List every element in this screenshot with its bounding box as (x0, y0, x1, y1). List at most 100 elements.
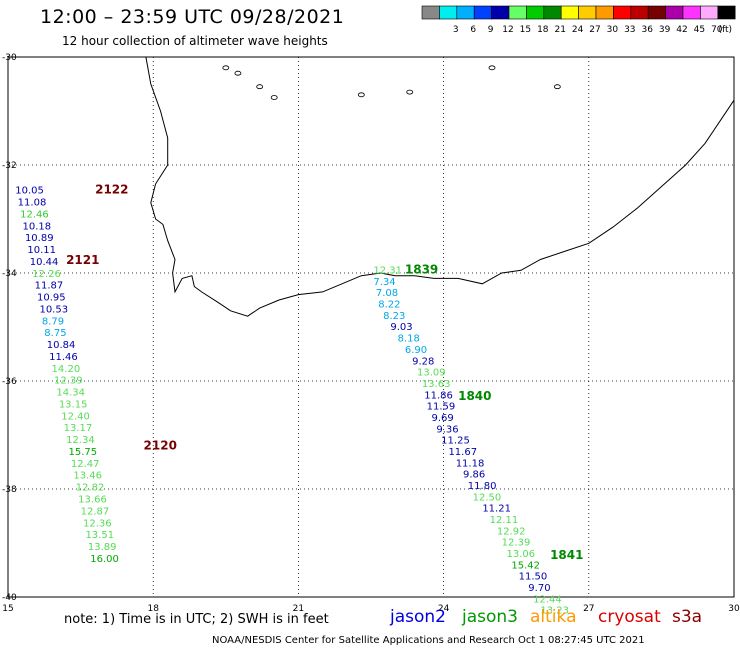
wave-height-reading: 7.34 (373, 277, 395, 288)
satellite-s3a: s3a (672, 607, 703, 627)
wave-height-reading: 8.22 (378, 300, 400, 311)
legend-tick-label: 21 (554, 25, 565, 35)
inland-water-outline (222, 65, 230, 71)
legend-tick-label: 6 (470, 25, 476, 35)
pass-number-label: 2120 (144, 439, 177, 453)
wave-height-reading: 14.20 (52, 364, 81, 375)
wave-height-reading: 12.46 (20, 209, 49, 220)
legend-tick-label: 39 (659, 25, 671, 35)
satellite-jason2: jason2 (390, 607, 446, 627)
wave-height-reading: 6.90 (405, 345, 427, 356)
wave-height-reading: 13.51 (85, 530, 114, 541)
wave-height-reading: 12.39 (54, 376, 83, 387)
wave-height-reading: 9.69 (432, 413, 454, 424)
wave-height-reading: 12.47 (71, 459, 100, 470)
latitude-label: -32 (2, 161, 17, 171)
legend-tick-label: 24 (572, 25, 584, 35)
wave-height-reading: 7.08 (376, 288, 398, 299)
legend-tick-label: 70 (711, 25, 723, 35)
color-scale-legend: 3 6 9 12 15 18 21 24 27 30 33 36 39 42 45 70(ft) (421, 5, 736, 35)
wave-height-reading: 12.50 (473, 492, 502, 503)
wave-height-reading: 8.75 (44, 328, 66, 339)
coastline (145, 56, 735, 317)
wave-height-reading: 12.40 (61, 411, 90, 422)
wave-height-reading: 12.87 (81, 506, 110, 517)
credit-line: NOAA/NESDIS Center for Satellite Applica… (212, 635, 645, 646)
wave-height-reading: 8.18 (398, 334, 420, 345)
latitude-label: -36 (2, 377, 17, 387)
longitude-label: 30 (728, 604, 740, 614)
map-frame (7, 56, 735, 598)
wave-height-reading: 11.87 (35, 281, 64, 292)
wave-height-reading: 9.03 (390, 322, 412, 333)
wave-height-reading: 12.44 (533, 594, 562, 605)
longitude-label: 24 (438, 604, 450, 614)
wave-height-reading: 11.08 (18, 198, 47, 209)
longitude-label: 15 (2, 604, 13, 614)
wave-height-reading: 9.36 (436, 424, 458, 435)
latitude-label: -40 (2, 593, 17, 603)
inland-water-outline (406, 89, 414, 95)
inland-water-outline (488, 65, 496, 71)
inland-water-outline (256, 84, 264, 90)
wave-height-reading: 11.46 (49, 352, 78, 363)
legend-swatch (717, 5, 736, 20)
legend-tick-label: 12 (502, 25, 513, 35)
wave-height-reading: 10.84 (47, 340, 76, 351)
wave-height-reading: 11.80 (468, 481, 497, 492)
wave-height-reading: 12.11 (490, 515, 519, 526)
legend-tick-label: 45 (694, 25, 705, 35)
wave-height-reading: 10.44 (30, 257, 59, 268)
legend-tick-label: 3 (453, 25, 459, 35)
legend-tick-label: 9 (488, 25, 494, 35)
wave-height-reading: 11.50 (519, 572, 548, 583)
map-subtitle: 12 hour collection of altimeter wave hei… (62, 34, 328, 48)
longitude-label: 18 (147, 604, 159, 614)
satellite-jason3: jason3 (462, 607, 518, 627)
inland-water-outline (553, 84, 561, 90)
wave-height-reading: 13.46 (73, 471, 102, 482)
pass-number-label: 1841 (550, 548, 583, 562)
wave-height-reading: 11.86 (424, 390, 453, 401)
legend-unit: (ft) (718, 25, 732, 35)
wave-height-reading: 12.92 (497, 526, 526, 537)
wave-height-reading: 13.89 (88, 542, 117, 553)
wave-height-reading: 11.18 (456, 458, 485, 469)
legend-tick-label: 27 (589, 25, 600, 35)
legend-tick-label: 42 (676, 25, 687, 35)
legend-tick-label: 30 (607, 25, 619, 35)
legend-tick-label: 18 (537, 25, 549, 35)
legend-tick-label: 15 (520, 25, 531, 35)
satellite-altika: altika (530, 607, 577, 627)
wave-height-reading: 15.75 (69, 447, 98, 458)
pass-number-label: 1839 (405, 263, 438, 277)
inland-water-outline (270, 95, 278, 100)
legend-tick-label: 36 (641, 25, 653, 35)
map-title: 12:00 – 23:59 UTC 09/28/2021 (40, 6, 345, 28)
latitude-label: -38 (2, 485, 17, 495)
footer-note: note: 1) Time is in UTC; 2) SWH is in fe… (64, 612, 329, 627)
wave-height-reading: 9.86 (463, 470, 485, 481)
longitude-label: 27 (583, 604, 594, 614)
inland-water-outline (357, 92, 365, 98)
longitude-label: 21 (293, 604, 304, 614)
wave-height-reading: 10.89 (25, 233, 54, 244)
wave-height-reading: 11.25 (441, 436, 470, 447)
wave-height-reading: 16.00 (90, 554, 119, 565)
wave-height-reading: 12.82 (76, 483, 105, 494)
wave-height-reading: 13.66 (78, 495, 107, 506)
wave-height-reading: 10.18 (23, 221, 52, 232)
wave-height-reading: 10.11 (27, 245, 56, 256)
wave-height-reading: 11.21 (482, 504, 511, 515)
wave-height-reading: 13.23 (540, 606, 569, 617)
wave-height-reading: 10.05 (15, 186, 44, 197)
wave-height-reading: 9.28 (412, 356, 434, 367)
wave-height-reading: 12.39 (502, 538, 531, 549)
pass-number-label: 2121 (66, 253, 99, 267)
wave-height-reading: 10.53 (39, 304, 68, 315)
latitude-label: -30 (2, 53, 17, 63)
wave-height-reading: 12.31 (373, 266, 402, 277)
wave-height-reading: 8.23 (383, 311, 405, 322)
wave-height-reading: 8.79 (42, 316, 64, 327)
